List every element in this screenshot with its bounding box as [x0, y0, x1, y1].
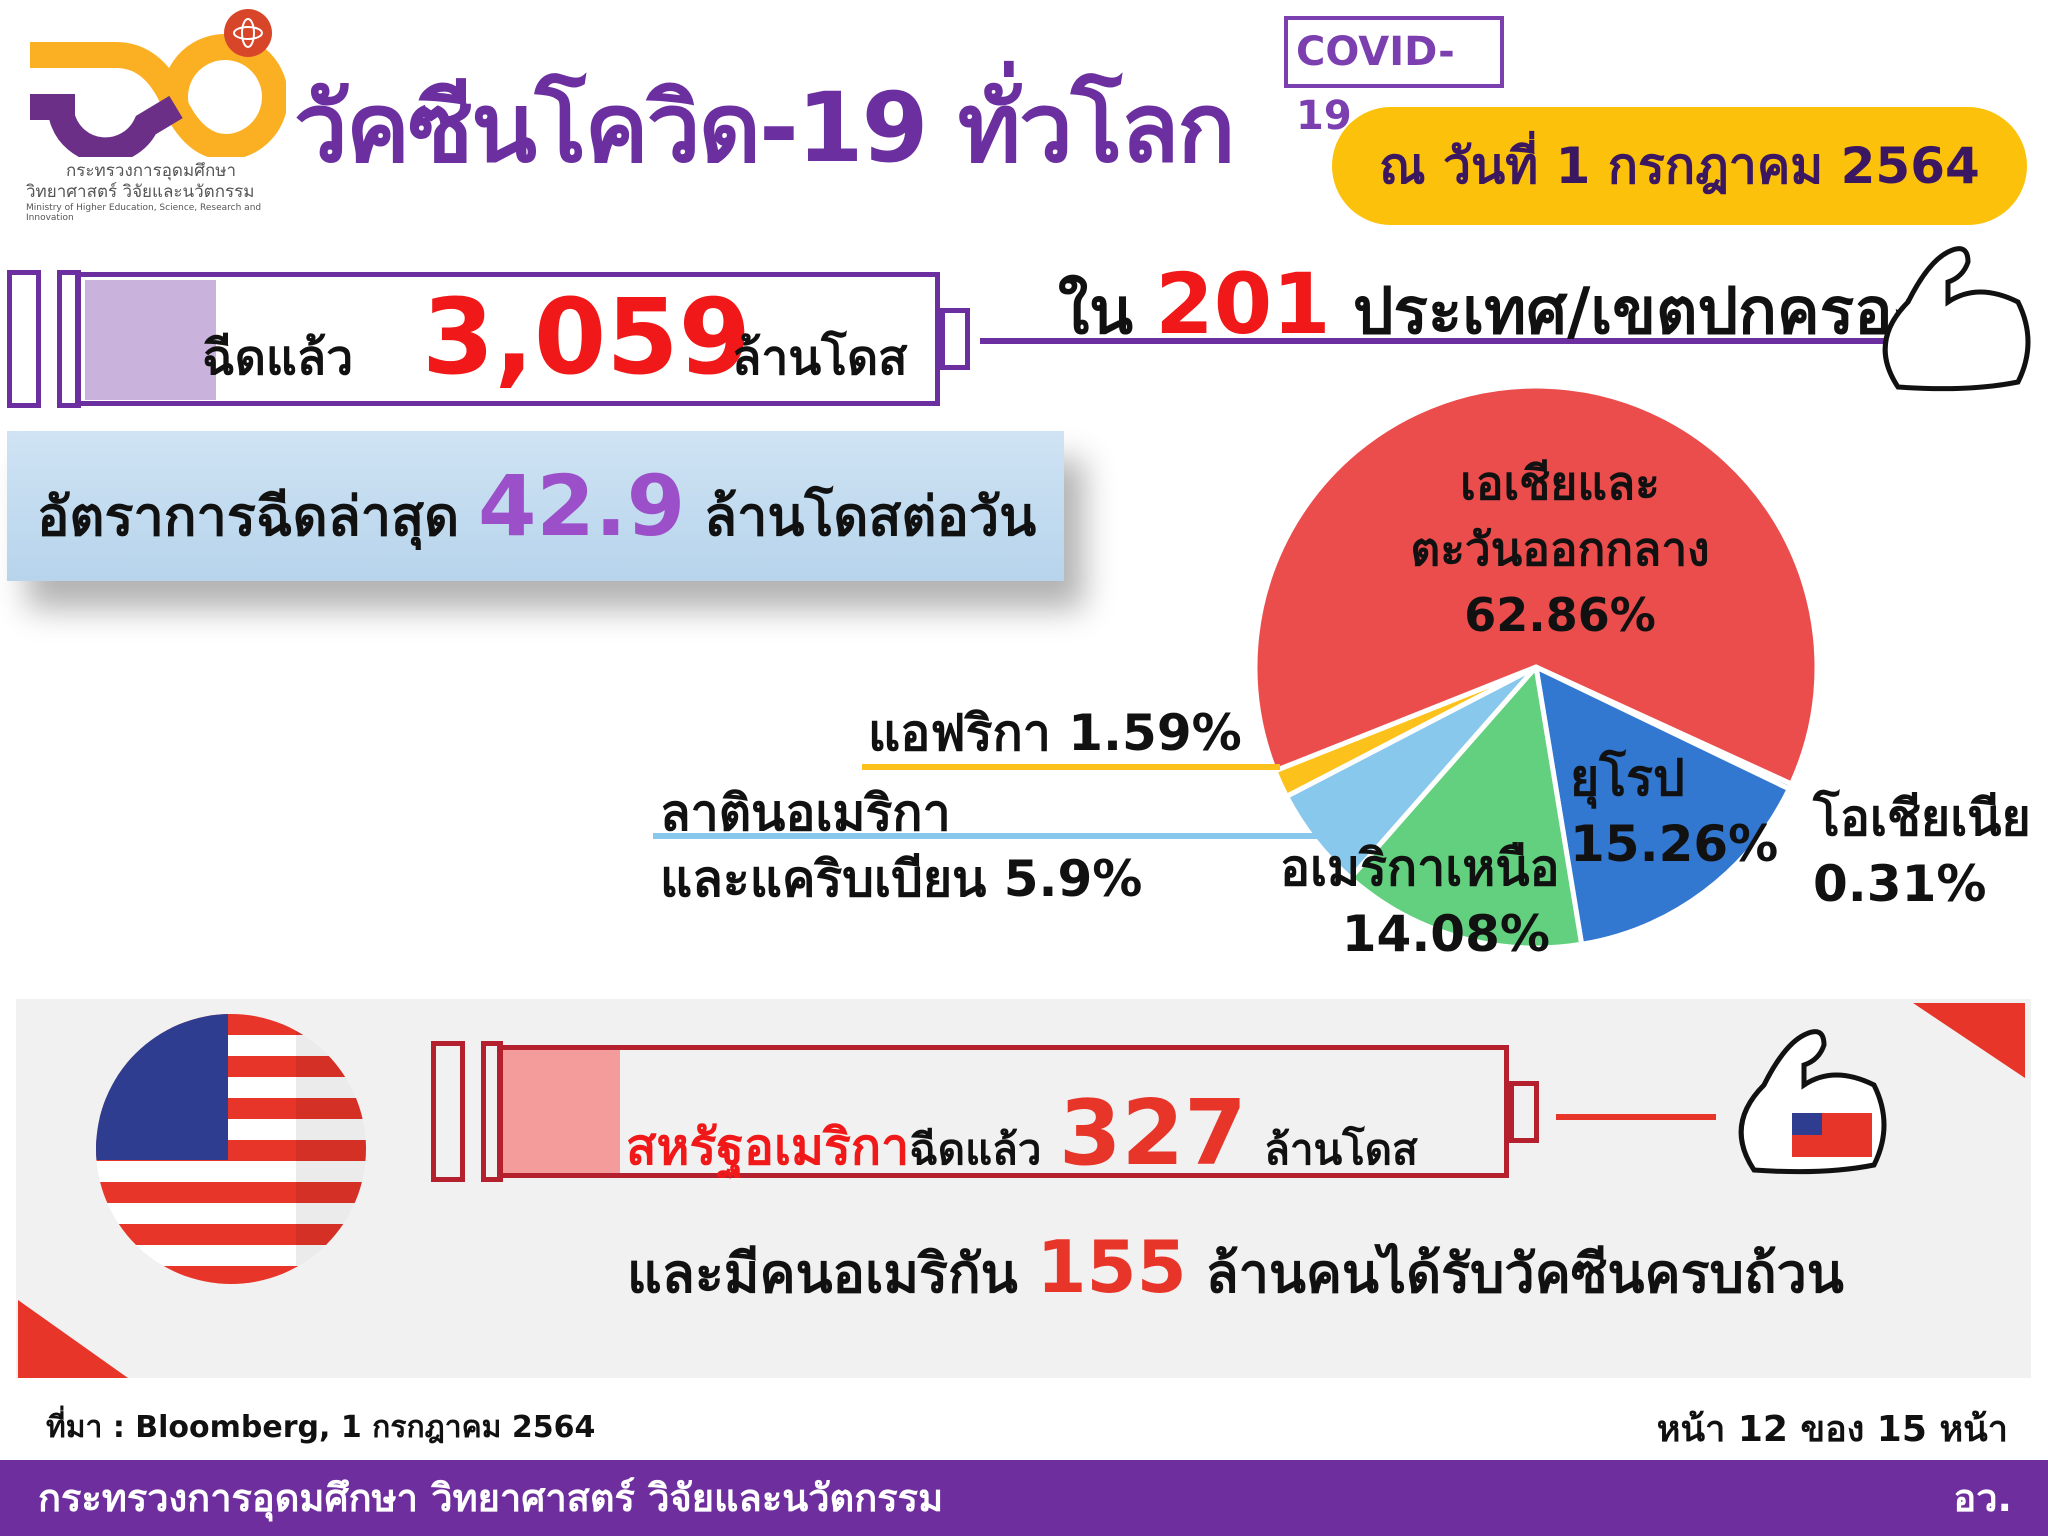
asia-value: 62.86%	[1464, 588, 1656, 642]
source-note: ที่มา : Bloomberg, 1 กรกฎาคม 2564	[46, 1410, 596, 1445]
asia-label-2: ตะวันออกกลาง	[1410, 522, 1710, 576]
pie-slice-2	[1346, 661, 1585, 951]
usa-full-value: 155	[1036, 1225, 1187, 1309]
usa-doses-unit: ล้านโดส	[1264, 1125, 1418, 1174]
asia-label: เอเชียและ ตะวันออกกลาง 62.86%	[1400, 450, 1720, 648]
logo-text-en: Ministry of Higher Education, Science, R…	[26, 203, 262, 223]
europe-label: ยุโรป 15.26%	[1570, 745, 1778, 877]
flexed-arm-usa-icon	[1738, 1029, 1887, 1175]
global-syringe: ฉีดแล้ว 3,059 ล้านโดส	[7, 268, 982, 411]
usa-doses-text: สหรัฐอเมริกาฉีดแล้ว 327 ล้านโดส	[626, 1081, 1418, 1187]
page-title: วัคซีนโควิด-19 ทั่วโลก	[294, 72, 1235, 184]
usa-syringe-fill	[503, 1050, 620, 1173]
page-indicator: หน้า 12 ของ 15 หน้า	[1656, 1409, 2008, 1450]
countries-prefix: ใน	[1058, 275, 1133, 349]
latin-leader-line	[653, 833, 1319, 839]
footer-abbr: อว.	[1953, 1476, 2012, 1520]
syringe-needle-line	[980, 338, 1960, 344]
usa-syringe: สหรัฐอเมริกาฉีดแล้ว 327 ล้านโดส	[431, 1041, 1556, 1186]
asia-label-1: เอเชียและ	[1460, 456, 1660, 510]
oceania-name: โอเชียเนีย	[1813, 789, 2031, 847]
europe-name: ยุโรป	[1570, 749, 1685, 807]
footer-bar: กระทรวงการอุดมศึกษา วิทยาศาสตร์ วิจัยและ…	[0, 1460, 2048, 1536]
flexed-arm-icon	[1882, 246, 2031, 392]
usa-doses-value: 327	[1058, 1081, 1247, 1186]
na-label: อเมริกาเหนือ 14.08%	[1280, 835, 1560, 967]
logo-mark-icon	[30, 9, 288, 164]
syringe-tip	[940, 308, 970, 370]
logo-text-th-2: วิทยาศาสตร์ วิจัยและนวัตกรรม	[26, 182, 255, 202]
na-name: อเมริกาเหนือ	[1280, 839, 1560, 897]
africa-label: แอฟริกา 1.59%	[868, 704, 1242, 762]
countries-text: ใน 201 ประเทศ/เขตปกครอง	[1058, 255, 1924, 362]
corner-triangle-bottom	[18, 1300, 128, 1378]
covid-syringe-tag: COVID-19	[1284, 16, 1504, 139]
latin-value: และแคริบเบียน 5.9%	[660, 850, 1143, 908]
usa-dosed-label: ฉีดแล้ว	[909, 1125, 1042, 1174]
ministry-logo: กระทรวงการอุดมศึกษา วิทยาศาสตร์ วิจัยและ…	[26, 7, 288, 223]
africa-leader-line	[862, 764, 1280, 770]
usa-syringe-plunger	[431, 1041, 465, 1182]
pie-slice-1	[1532, 662, 1793, 948]
usa-full-prefix: และมีคนอเมริกัน	[627, 1242, 1018, 1305]
syringe-plunger	[7, 270, 41, 408]
europe-value: 15.26%	[1570, 815, 1779, 873]
usa-country: สหรัฐอเมริกา	[626, 1118, 910, 1176]
usa-full-text: และมีคนอเมริกัน 155 ล้านคนได้รับวัคซีนคร…	[627, 1225, 1844, 1316]
oceania-value: 0.31%	[1813, 855, 1987, 913]
usa-syringe-tip	[1509, 1081, 1539, 1143]
rate-unit: ล้านโดสต่อวัน	[704, 485, 1037, 548]
region-pie-chart	[653, 383, 1820, 951]
date-badge: ณ วันที่ 1 กรกฎาคม 2564	[1332, 107, 2027, 225]
usa-flag-icon	[96, 1014, 366, 1284]
logo-text-th-1: กระทรวงการอุดมศึกษา	[66, 161, 236, 181]
rate-value: 42.9	[477, 457, 686, 555]
countries-suffix: ประเทศ/เขตปกครอง	[1352, 275, 1924, 349]
daily-rate-box: อัตราการฉีดล่าสุด 42.9 ล้านโดสต่อวัน	[7, 431, 1064, 581]
usa-full-suffix: ล้านคนได้รับวัคซีนครบถ้วน	[1205, 1242, 1844, 1305]
latin-label: ลาตินอเมริกา และแคริบเบียน 5.9%	[660, 780, 1142, 912]
syringe-fill	[85, 280, 216, 400]
syringe-barrel	[75, 272, 940, 406]
global-dosed-label: ฉีดแล้ว	[202, 330, 354, 386]
countries-value: 201	[1155, 255, 1331, 353]
latin-name: ลาตินอเมริกา	[660, 784, 951, 842]
na-value: 14.08%	[1341, 905, 1550, 963]
global-doses-unit: ล้านโดส	[732, 330, 908, 386]
usa-needle-line	[1556, 1114, 1716, 1120]
usa-syringe-barrel	[497, 1045, 1509, 1178]
oceania-label: โอเชียเนีย 0.31%	[1813, 785, 2031, 917]
rate-label: อัตราการฉีดล่าสุด	[37, 485, 460, 548]
footer-ministry: กระทรวงการอุดมศึกษา วิทยาศาสตร์ วิจัยและ…	[38, 1476, 944, 1520]
global-doses-value: 3,059	[422, 276, 751, 398]
pie-slice-5	[1252, 383, 1820, 788]
corner-triangle-top	[1913, 1003, 2025, 1078]
